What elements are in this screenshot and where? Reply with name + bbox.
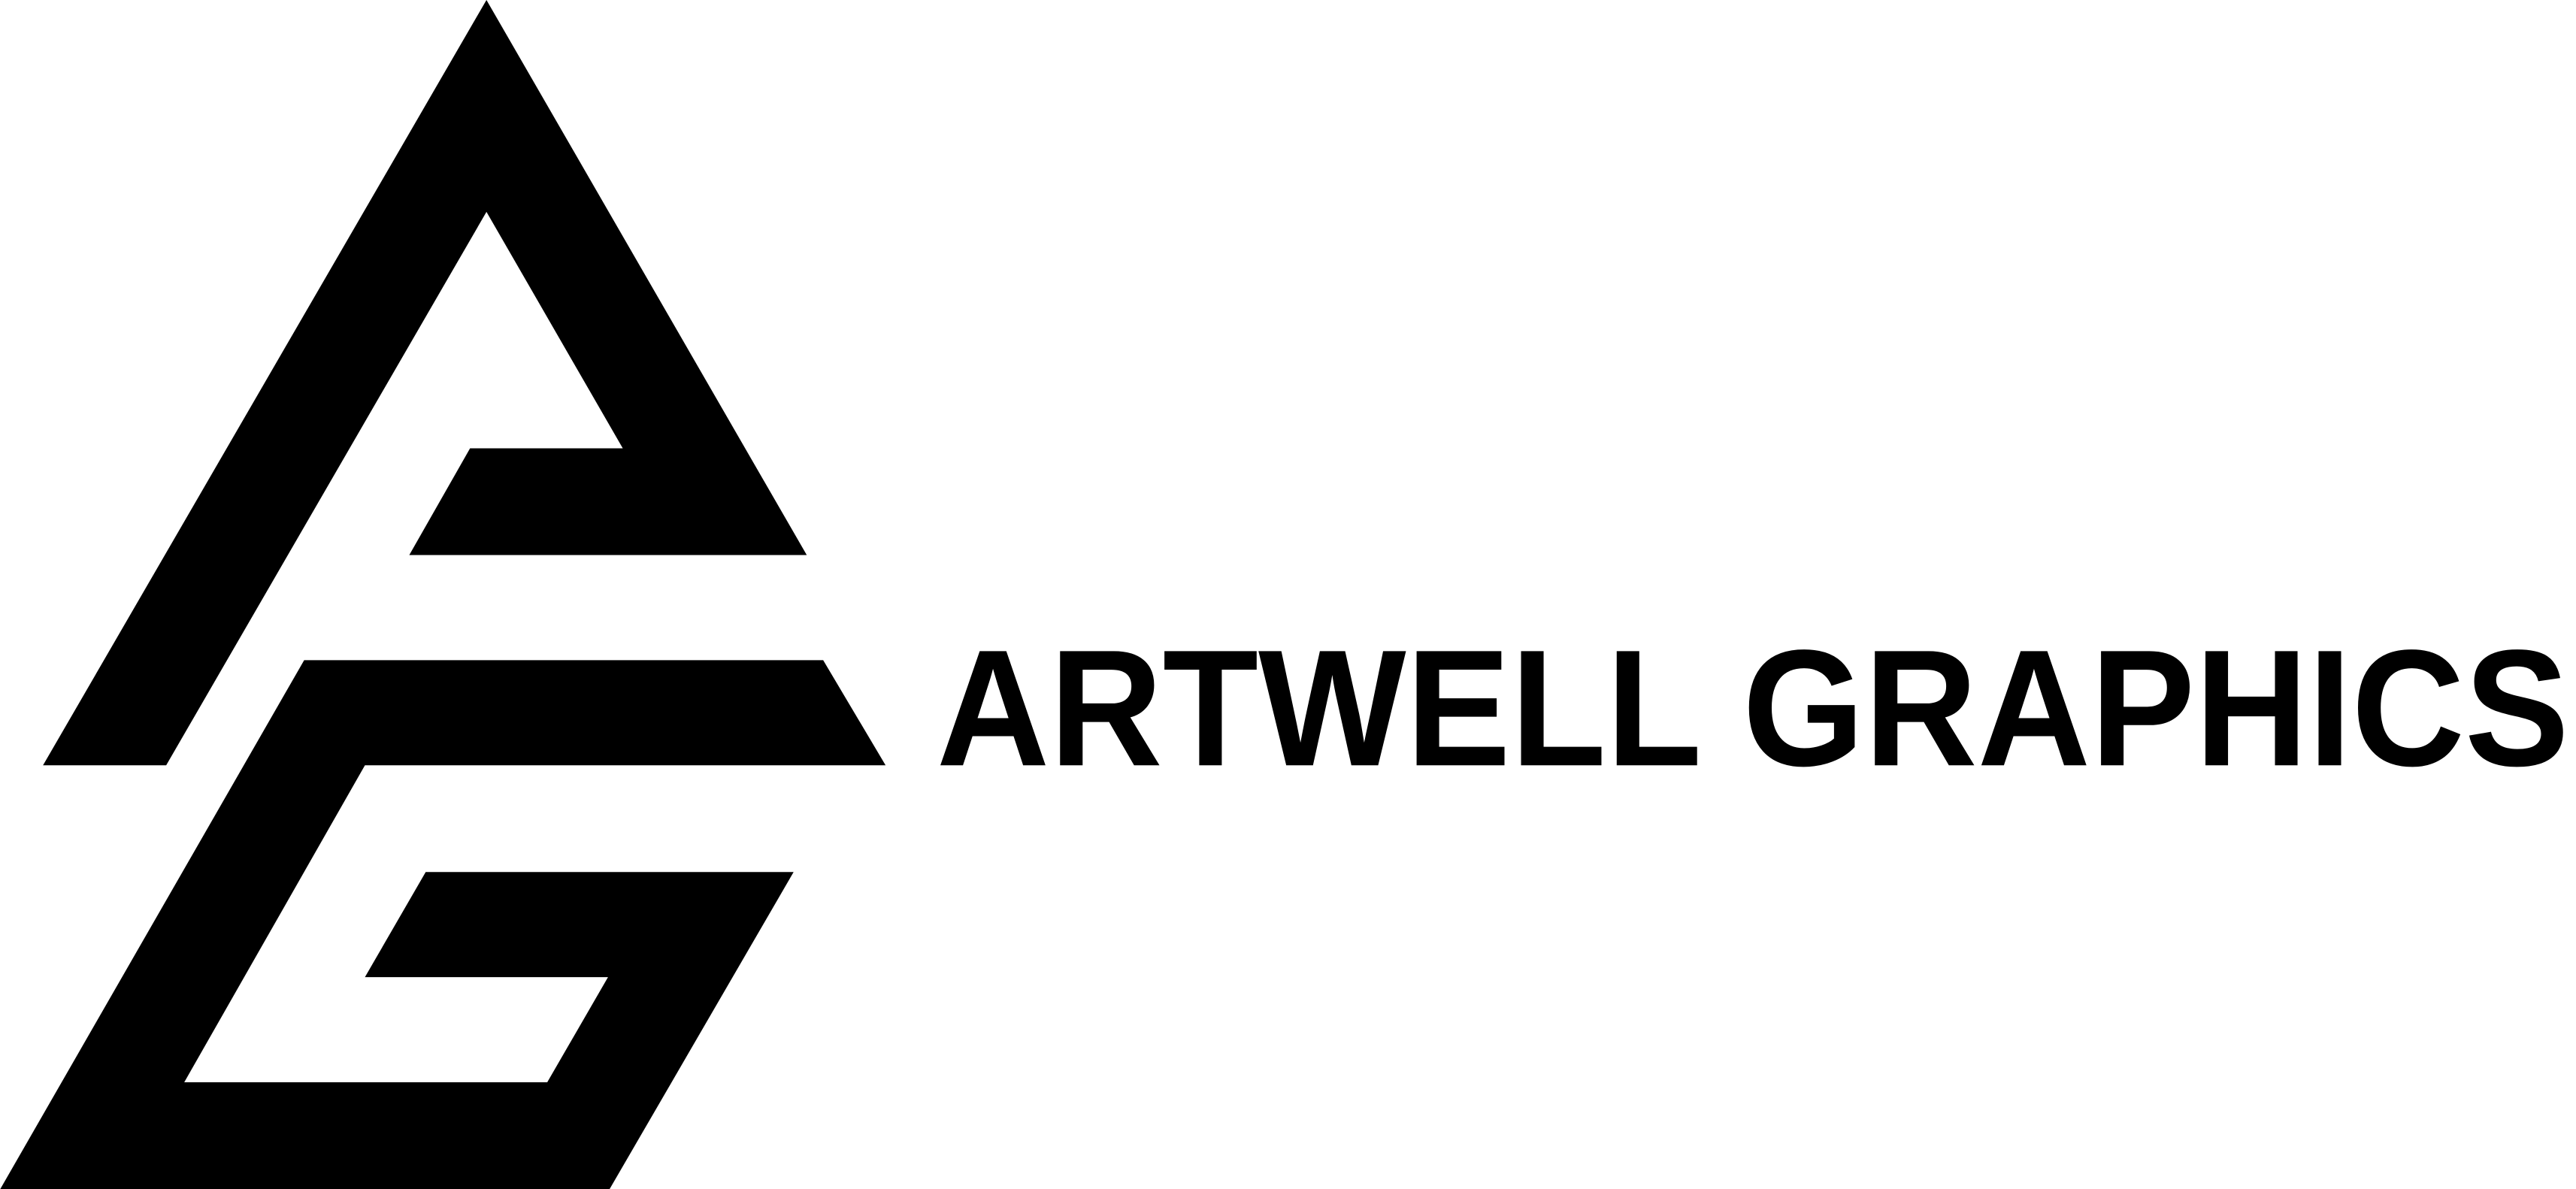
- logo-mark-g: [0, 660, 886, 1189]
- logo-mark-a: [43, 0, 807, 766]
- brand-name: ARTWELL GRAPHICS: [937, 615, 2569, 800]
